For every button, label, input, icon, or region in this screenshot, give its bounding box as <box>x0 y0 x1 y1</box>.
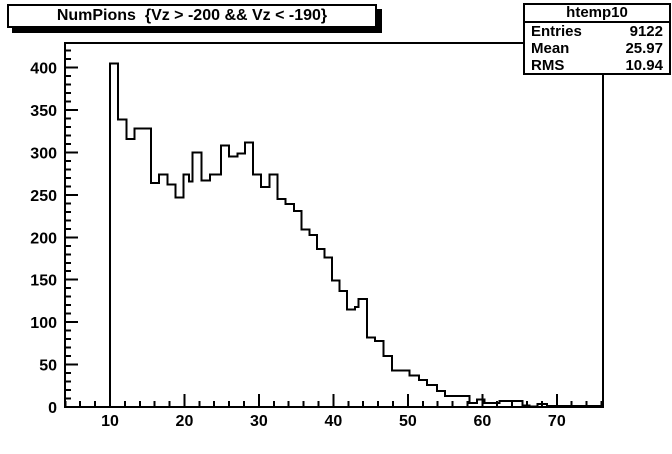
x-axis-tick-label: 10 <box>101 413 119 430</box>
stats-row-rms: RMS 10.94 <box>525 57 669 74</box>
y-axis-tick-label: 350 <box>30 103 57 120</box>
plot-title: NumPions {Vz > -200 && Vz < -190} <box>56 7 328 24</box>
stats-value-rms: 10.94 <box>625 57 663 74</box>
y-axis-tick-label: 100 <box>30 315 57 332</box>
x-axis-tick-label: 20 <box>176 413 194 430</box>
histogram-line[interactable] <box>65 62 604 408</box>
y-axis-tick-label: 400 <box>30 61 57 78</box>
stats-label-mean: Mean <box>531 40 570 57</box>
stats-pave[interactable]: htemp10 Entries 9122 Mean 25.97 RMS 10.9… <box>523 3 671 75</box>
x-axis-tick-label: 60 <box>473 413 491 430</box>
plot-frame[interactable] <box>64 42 604 408</box>
y-axis-tick-label: 150 <box>30 273 57 290</box>
y-axis-tick-label: 200 <box>30 230 57 247</box>
x-axis-tick-label: 70 <box>548 413 566 430</box>
stats-label-rms: RMS <box>531 57 565 74</box>
x-axis-tick-label: 50 <box>399 413 417 430</box>
y-axis-tick-label: 300 <box>30 145 57 162</box>
x-axis-tick-label: 30 <box>250 413 268 430</box>
y-axis-tick-label: 50 <box>39 358 57 375</box>
stats-value-mean: 25.97 <box>625 40 663 57</box>
stats-label-entries: Entries <box>531 23 582 40</box>
stats-histogram-name: htemp10 <box>525 5 669 23</box>
title-pave[interactable]: NumPions {Vz > -200 && Vz < -190} <box>7 4 377 28</box>
y-axis-tick-label: 250 <box>30 188 57 205</box>
stats-row-mean: Mean 25.97 <box>525 40 669 57</box>
y-axis-tick-label: 0 <box>48 400 57 417</box>
x-axis-tick-label: 40 <box>325 413 343 430</box>
stats-row-entries: Entries 9122 <box>525 23 669 40</box>
stats-value-entries: 9122 <box>629 23 663 40</box>
